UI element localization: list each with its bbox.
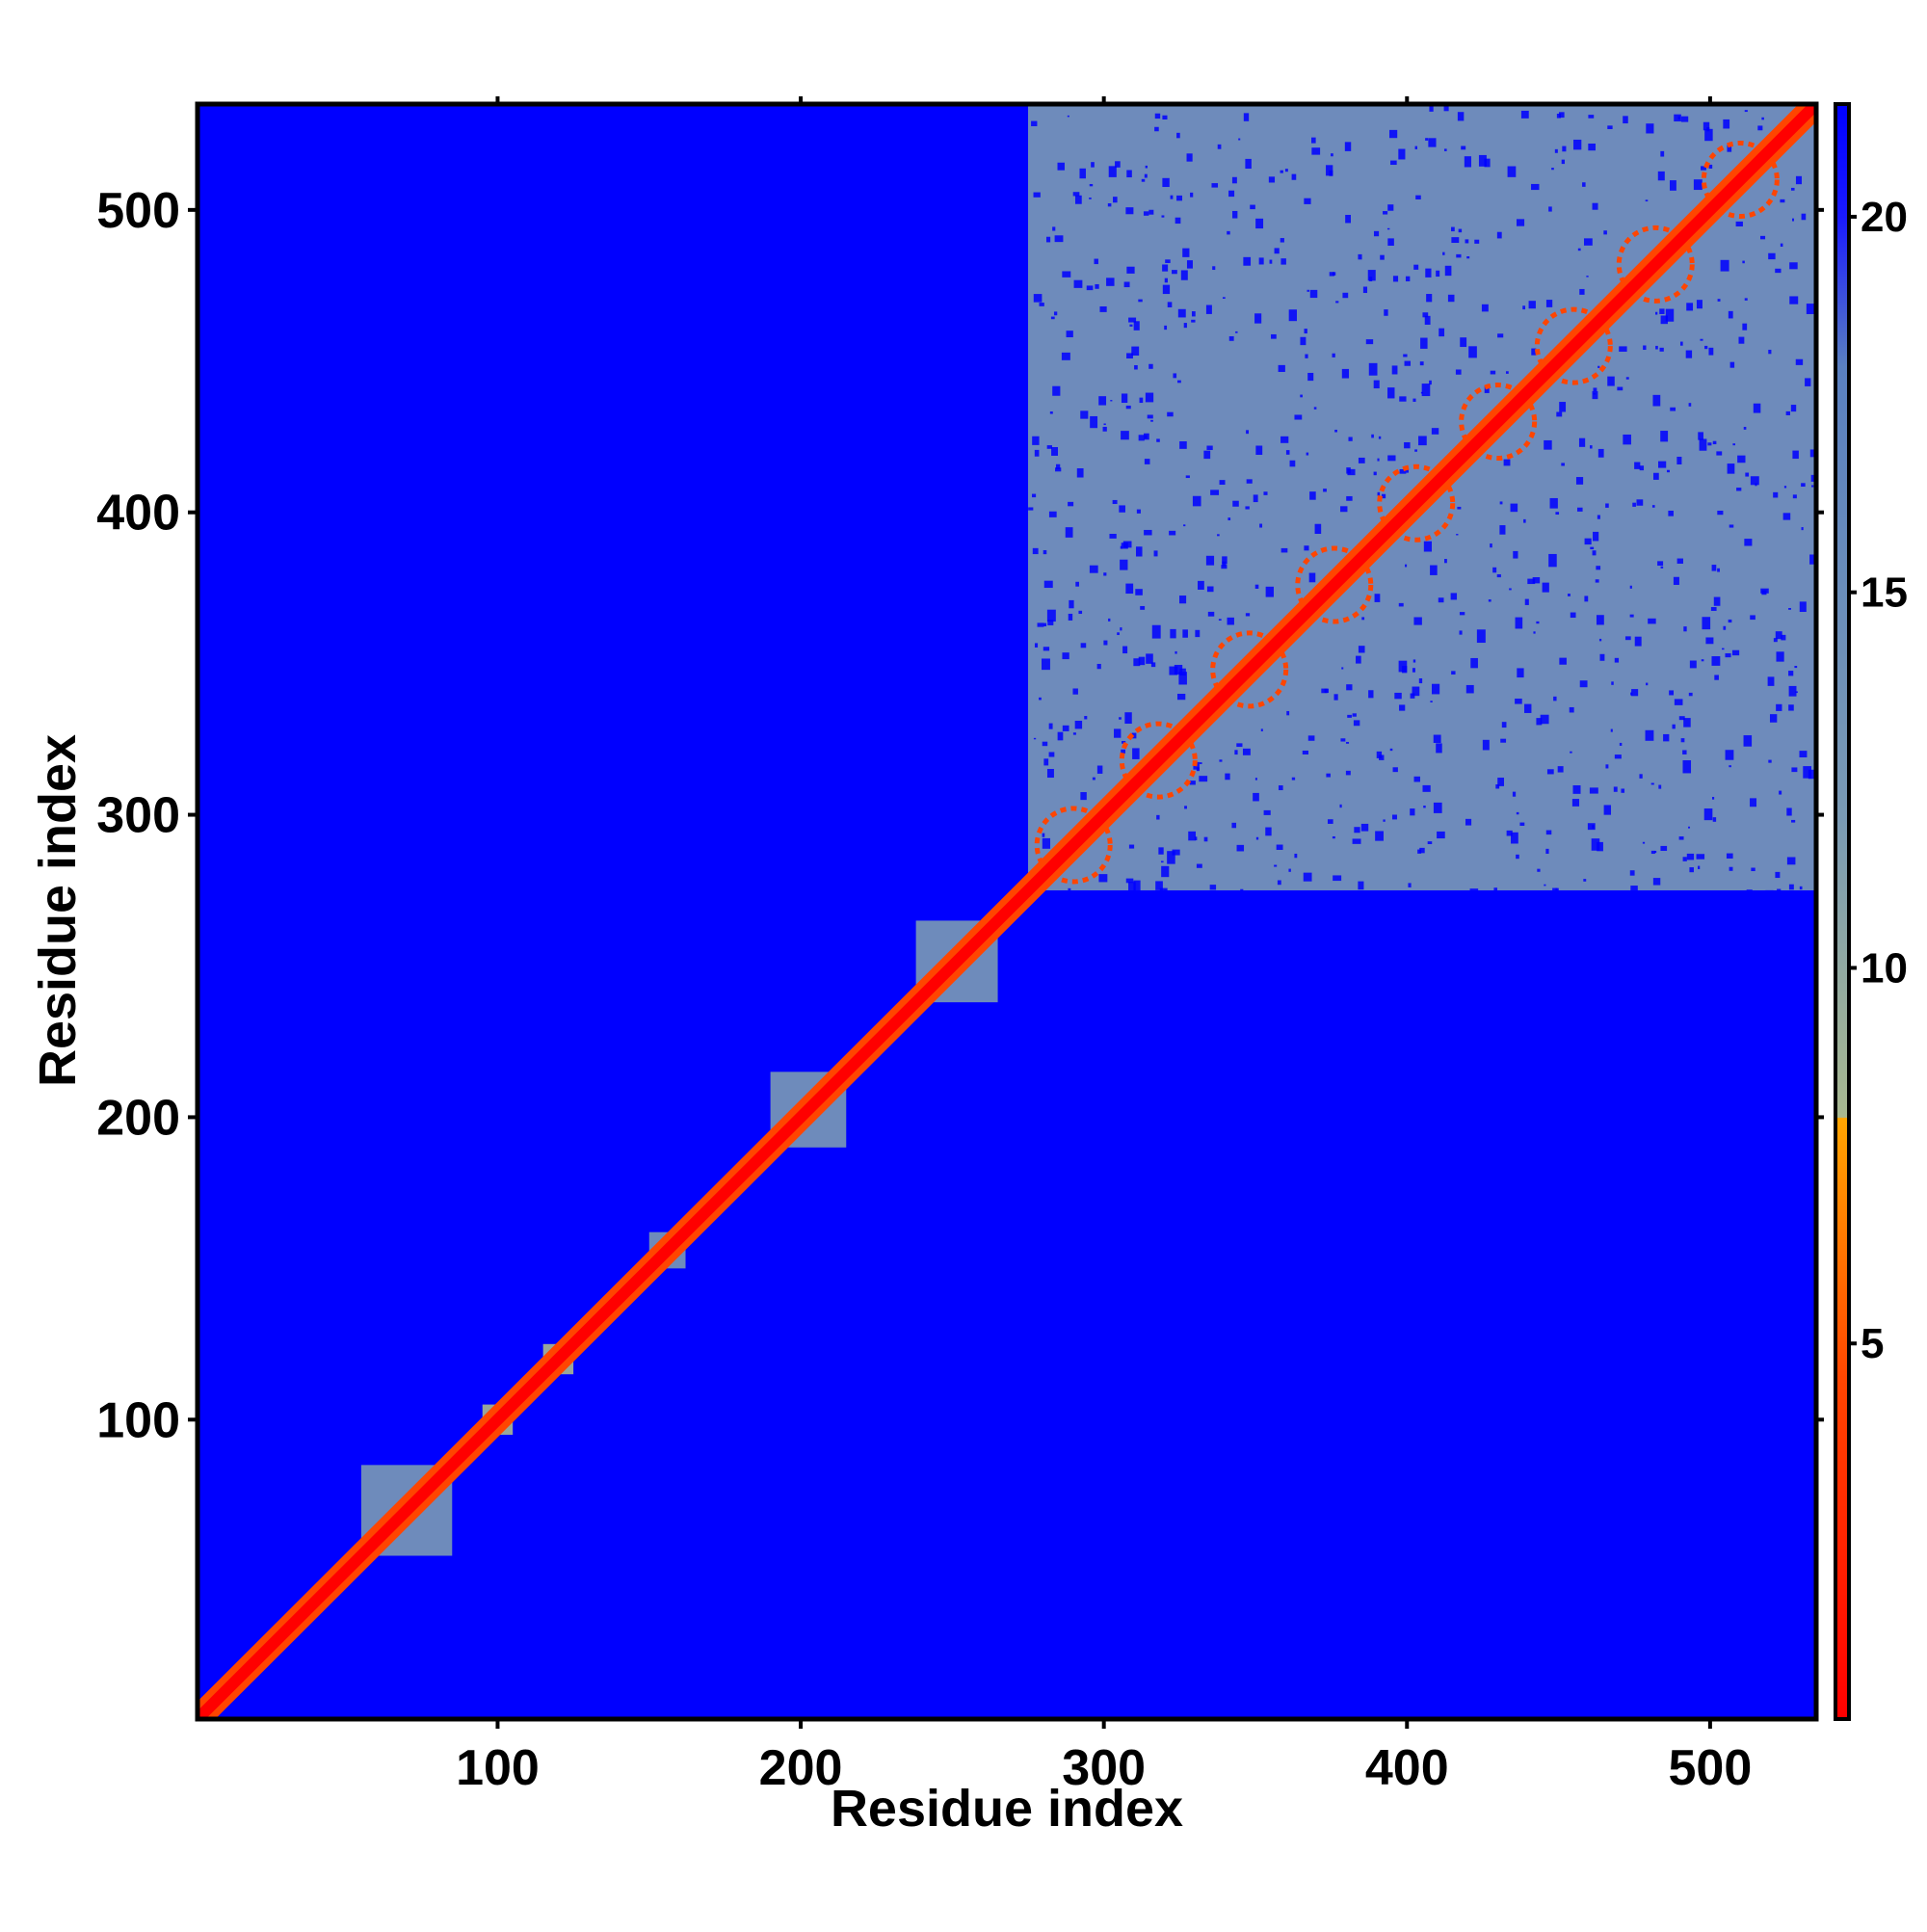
x-tick-label: 100 <box>456 1740 540 1796</box>
y-tick-label: 100 <box>96 1392 180 1448</box>
colorbar-tick-label: 15 <box>1861 569 1908 617</box>
colorbar-tick-label: 20 <box>1861 194 1908 241</box>
colorbar-gradient <box>1834 102 1851 1721</box>
x-axis: 100 200 300 400 500 <box>456 96 1752 1796</box>
helix-repeat-5 <box>1377 463 1456 543</box>
x-tick-label: 200 <box>759 1740 843 1796</box>
x-tick-label: 300 <box>1062 1740 1146 1796</box>
x-tick-label: 400 <box>1365 1740 1449 1796</box>
helix-repeat-9 <box>1701 140 1780 219</box>
y-axis-title: Residue index <box>29 734 87 1087</box>
y-axis: 100 200 300 400 500 <box>96 183 1824 1448</box>
helix-repeat-8 <box>1616 225 1695 304</box>
plot-frame <box>195 101 1819 1722</box>
helix-repeat-1 <box>1034 806 1113 885</box>
helix-repeat-3 <box>1210 630 1289 709</box>
y-tick-label: 400 <box>96 486 180 542</box>
helix-repeat-6 <box>1459 383 1538 462</box>
colorbar-tick-label: 10 <box>1861 944 1908 992</box>
y-tick-label: 300 <box>96 788 180 844</box>
helix-repeat-7 <box>1534 306 1613 385</box>
helix-repeat-2 <box>1119 721 1198 800</box>
colorbar: 5 10 15 20 <box>1834 102 1908 1721</box>
y-tick-label: 200 <box>96 1090 180 1146</box>
domain-speckle <box>1028 104 1816 901</box>
heatmap-plot-area <box>198 104 1816 1719</box>
x-axis-title: Residue index <box>831 1780 1183 1838</box>
helix-repeat-4 <box>1295 545 1374 624</box>
colorbar-ticks: 5 10 15 20 <box>1849 194 1908 1367</box>
diagonal-line <box>198 104 1816 1719</box>
colorbar-tick-label: 5 <box>1861 1320 1884 1367</box>
y-tick-label: 500 <box>96 183 180 239</box>
x-tick-label: 500 <box>1669 1740 1753 1796</box>
